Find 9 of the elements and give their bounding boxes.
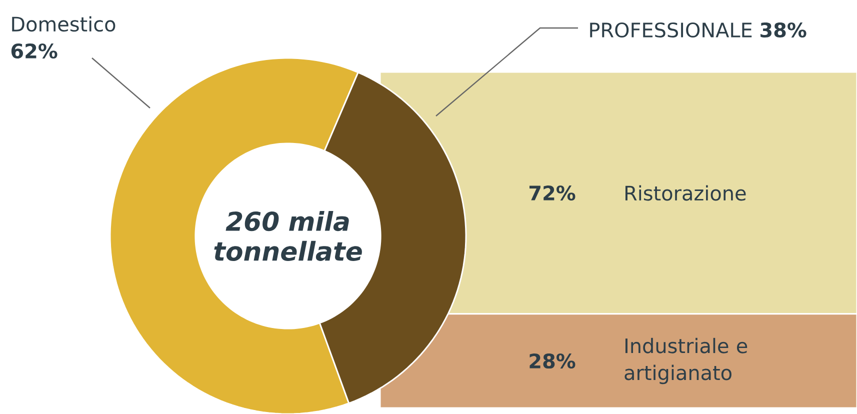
data-label: 38%	[760, 22, 806, 38]
slice-label: Domestico	[12, 16, 116, 32]
text: 260 mila tonnellate	[214, 211, 362, 261]
data-label: 62%	[11, 43, 58, 59]
series-label: Ristorazione	[625, 185, 746, 201]
series-label: Industriale e artigianato	[624, 338, 748, 384]
slice-label: PROFESSIONALE	[590, 22, 752, 38]
data-label: 28%	[530, 353, 576, 369]
data-label: 72%	[529, 185, 576, 201]
